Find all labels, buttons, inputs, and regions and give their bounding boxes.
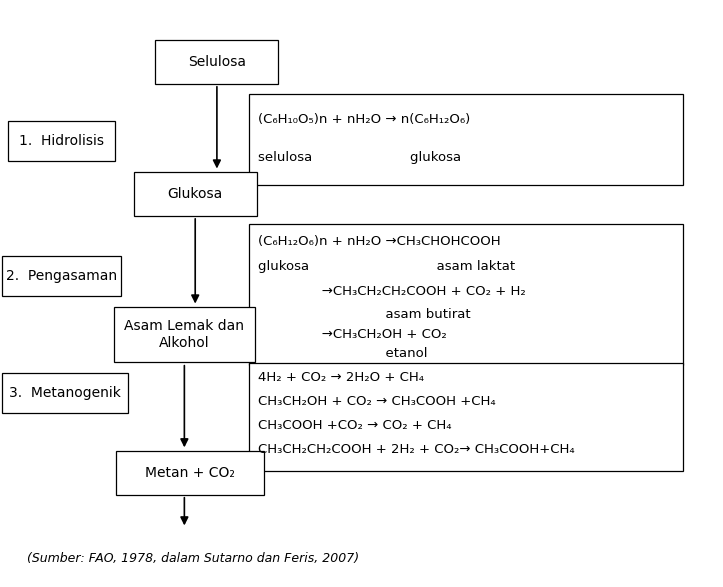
Text: Selulosa: Selulosa bbox=[188, 55, 246, 69]
Text: →CH₃CH₂CH₂COOH + CO₂ + H₂: →CH₃CH₂CH₂COOH + CO₂ + H₂ bbox=[258, 285, 526, 298]
Text: 1.  Hidrolisis: 1. Hidrolisis bbox=[19, 134, 104, 148]
FancyBboxPatch shape bbox=[134, 171, 257, 215]
Text: Metan + CO₂: Metan + CO₂ bbox=[145, 465, 235, 480]
FancyBboxPatch shape bbox=[2, 373, 129, 413]
Text: selulosa                       glukosa: selulosa glukosa bbox=[258, 151, 461, 164]
Text: 2.  Pengasaman: 2. Pengasaman bbox=[6, 269, 117, 283]
Text: Glukosa: Glukosa bbox=[168, 187, 223, 201]
FancyBboxPatch shape bbox=[116, 451, 265, 494]
Text: CH₃CH₂CH₂COOH + 2H₂ + CO₂→ CH₃COOH+CH₄: CH₃CH₂CH₂COOH + 2H₂ + CO₂→ CH₃COOH+CH₄ bbox=[258, 443, 575, 456]
Text: →CH₃CH₂OH + CO₂: →CH₃CH₂OH + CO₂ bbox=[258, 328, 447, 340]
FancyBboxPatch shape bbox=[2, 256, 121, 296]
FancyBboxPatch shape bbox=[114, 306, 255, 362]
FancyBboxPatch shape bbox=[249, 363, 683, 471]
Text: (C₆H₁₀O₅)n + nH₂O → n(C₆H₁₂O₆): (C₆H₁₀O₅)n + nH₂O → n(C₆H₁₂O₆) bbox=[258, 113, 471, 126]
FancyBboxPatch shape bbox=[8, 121, 115, 161]
Text: Asam Lemak dan
Alkohol: Asam Lemak dan Alkohol bbox=[124, 319, 244, 350]
Text: CH₃COOH +CO₂ → CO₂ + CH₄: CH₃COOH +CO₂ → CO₂ + CH₄ bbox=[258, 419, 452, 432]
FancyBboxPatch shape bbox=[249, 94, 683, 185]
FancyBboxPatch shape bbox=[249, 224, 683, 365]
Text: 4H₂ + CO₂ → 2H₂O + CH₄: 4H₂ + CO₂ → 2H₂O + CH₄ bbox=[258, 372, 424, 384]
Text: CH₃CH₂OH + CO₂ → CH₃COOH +CH₄: CH₃CH₂OH + CO₂ → CH₃COOH +CH₄ bbox=[258, 396, 496, 409]
Text: 3.  Metanogenik: 3. Metanogenik bbox=[9, 386, 121, 400]
Text: (Sumber: FAO, 1978, dalam Sutarno dan Feris, 2007): (Sumber: FAO, 1978, dalam Sutarno dan Fe… bbox=[27, 552, 359, 565]
Text: asam butirat: asam butirat bbox=[258, 308, 471, 321]
Text: glukosa                              asam laktat: glukosa asam laktat bbox=[258, 260, 515, 273]
FancyBboxPatch shape bbox=[155, 40, 278, 83]
Text: etanol: etanol bbox=[258, 348, 427, 360]
Text: (C₆H₁₂O₆)n + nH₂O →CH₃CHOHCOOH: (C₆H₁₂O₆)n + nH₂O →CH₃CHOHCOOH bbox=[258, 235, 501, 248]
